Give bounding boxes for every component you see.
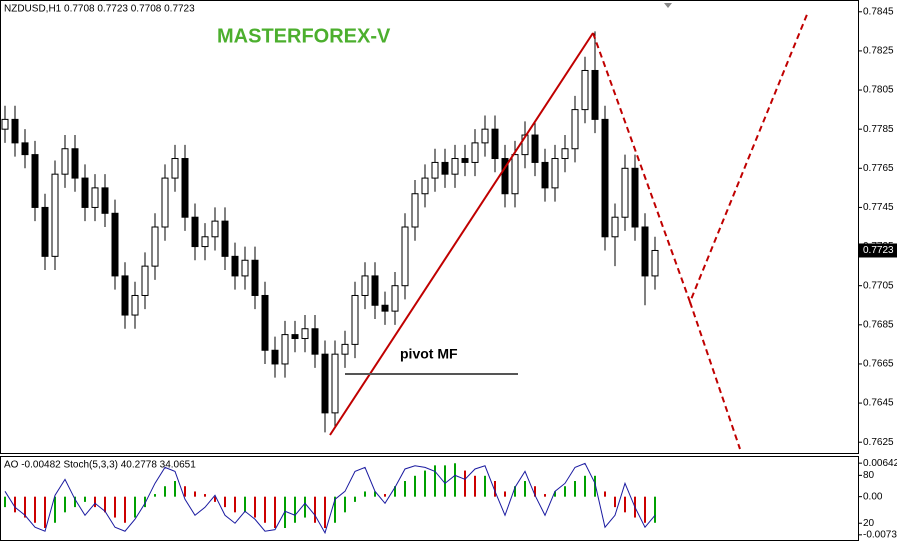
candle-body (571, 109, 579, 150)
candle-body (631, 167, 639, 228)
price-panel: 0.76250.76450.76650.76850.77050.77250.77… (1, 6, 897, 448)
candle-body (191, 216, 199, 248)
candle-body (341, 343, 349, 355)
candle-body (521, 134, 529, 156)
candle-body (391, 285, 399, 312)
watermark: MASTERFOREX-V (217, 25, 391, 47)
candle-body (321, 353, 329, 414)
candle-body (381, 304, 389, 312)
candle-body (331, 353, 339, 414)
candle-body (161, 177, 169, 228)
y-tick-label: 0.7665 (863, 359, 894, 370)
candle-body (201, 236, 209, 248)
candle-body (511, 154, 519, 195)
candle-body (171, 158, 179, 179)
candle-body (301, 328, 309, 340)
candle-body (81, 177, 89, 208)
candle-body (561, 148, 569, 160)
indicator-panel: 0.00642 0.00 -0.00731 80 20 (4, 458, 897, 540)
candle-body (651, 249, 659, 277)
stoch-line (4, 462, 656, 535)
y-tick-label: 0.7705 (863, 280, 894, 291)
candle-body (441, 161, 449, 175)
price-panel-frame (0, 0, 859, 454)
y-tick-label: 0.7645 (863, 398, 894, 409)
candle-body (251, 259, 259, 296)
candle-body (371, 275, 379, 306)
candle-body (531, 134, 539, 163)
candle-body (361, 275, 369, 296)
candle-body (221, 220, 229, 257)
candle-body (501, 158, 509, 195)
zigzag-projection (689, 301, 741, 450)
candle-body (551, 158, 559, 189)
y-tick-label: 20 (863, 518, 875, 529)
candle-body (311, 328, 319, 355)
indicator-title: AO -0.00482 Stoch(5,3,3) 40.2778 34.0651 (4, 460, 196, 471)
zigzag-line (329, 32, 594, 436)
candle-body (421, 177, 429, 195)
candle-body (71, 148, 79, 179)
candle-body (61, 148, 69, 175)
y-tick-label: 0.7785 (863, 124, 894, 135)
candle-body (401, 226, 409, 287)
candle-body (1, 118, 9, 130)
candle-body (271, 349, 279, 365)
candle-body (291, 334, 299, 340)
y-tick-label: 0.7685 (863, 319, 894, 330)
y-tick-label: 0.7845 (863, 6, 894, 17)
candle-body (351, 294, 359, 345)
annotation: pivot MF (400, 346, 458, 362)
y-tick-label: 0.7805 (863, 85, 894, 96)
candle-body (281, 334, 289, 365)
indicator-panel-frame (0, 456, 859, 541)
y-tick-label: 0.00642 (863, 458, 897, 469)
candle-body (131, 294, 139, 316)
y-tick-label: 0.00 (863, 491, 883, 502)
y-tick-label: 0.7625 (863, 437, 894, 448)
candle-body (211, 220, 219, 238)
shift-marker (664, 3, 672, 8)
candle-body (91, 187, 99, 208)
candle-body (431, 161, 439, 179)
y-tick-label: -0.00731 (863, 529, 897, 540)
candle-body (621, 167, 629, 218)
candle-body (111, 212, 119, 277)
candle-body (121, 275, 129, 316)
chart-title: NZDUSD,H1 0.7708 0.7723 0.7708 0.7723 (4, 4, 195, 15)
candle-body (411, 193, 419, 228)
last-price-label: 0.7723 (863, 245, 894, 256)
candle-body (181, 158, 189, 218)
candle-body (101, 187, 109, 214)
candle-body (151, 226, 159, 267)
candle-body (261, 294, 269, 351)
candle-body (611, 216, 619, 238)
candle-body (461, 158, 469, 163)
candle-body (31, 154, 39, 208)
candle-body (591, 69, 599, 120)
candle-body (141, 265, 149, 296)
candle-body (471, 142, 479, 163)
y-tick-label: 0.7765 (863, 163, 894, 174)
candle-body (491, 128, 499, 160)
candle-body (481, 128, 489, 144)
candle-body (641, 226, 649, 277)
candle-body (451, 158, 459, 175)
candle-body (601, 118, 609, 238)
candle-body (581, 69, 589, 111)
candle-body (241, 259, 249, 277)
candle-body (541, 161, 549, 189)
y-tick-label: 0.7745 (863, 202, 894, 213)
y-tick-label: 80 (863, 470, 875, 481)
candle-body (41, 206, 49, 257)
candle-body (51, 173, 59, 257)
candle-body (231, 255, 239, 277)
y-tick-label: 0.7825 (863, 46, 894, 57)
last-price-box (859, 243, 897, 258)
candle-body (11, 118, 19, 144)
candle-body (21, 142, 29, 156)
